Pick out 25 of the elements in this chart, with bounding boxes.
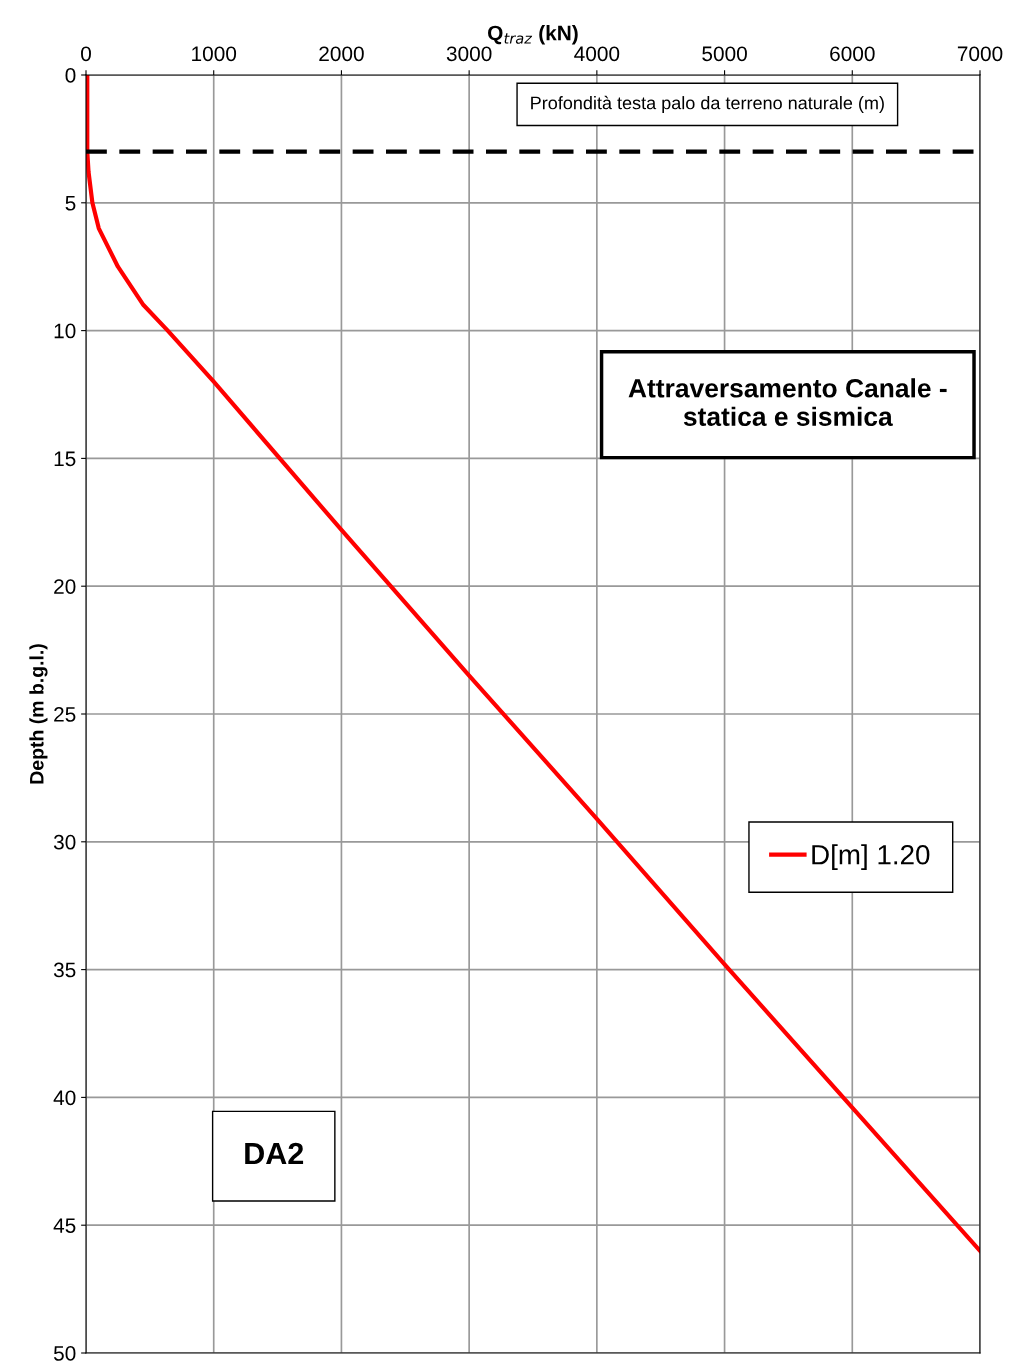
x-tick-label: 6000 xyxy=(830,46,875,62)
y-tick-label: 5 xyxy=(65,196,76,211)
y-tick-label: 20 xyxy=(54,579,76,594)
y-tick-label: 50 xyxy=(53,1346,76,1361)
legend-label: D[m] 1.20 xyxy=(812,844,930,871)
annotation: Attraversamento Canale - statica e sismica xyxy=(628,378,947,427)
annotation: DA2 xyxy=(245,1142,304,1165)
y-tick-label: 25 xyxy=(54,707,76,722)
y-tick-label: 10 xyxy=(54,323,76,339)
x-tick-label: 4000 xyxy=(574,46,620,62)
y-axis-title: Depth (m b.g.l.) xyxy=(29,644,48,784)
x-tick-label: 5000 xyxy=(702,46,747,62)
y-tick-label: 15 xyxy=(54,451,76,467)
x-axis-title: Q$_{traz}$ (kN) xyxy=(488,25,578,45)
y-tick-label: 0 xyxy=(65,68,76,83)
ref-line-label: Profondità testa palo da terreno naturale (m) xyxy=(531,95,884,113)
x-tick-label: 1000 xyxy=(192,46,237,62)
x-tick-label: 2000 xyxy=(319,46,364,62)
y-tick-label: 30 xyxy=(53,834,76,850)
x-tick-label: 0 xyxy=(81,46,91,62)
y-tick-label: 35 xyxy=(53,962,76,978)
x-tick-label: 7000 xyxy=(957,46,1003,62)
x-tick-label: 3000 xyxy=(446,46,492,62)
y-tick-label: 45 xyxy=(53,1218,76,1233)
y-tick-label: 40 xyxy=(53,1090,76,1106)
